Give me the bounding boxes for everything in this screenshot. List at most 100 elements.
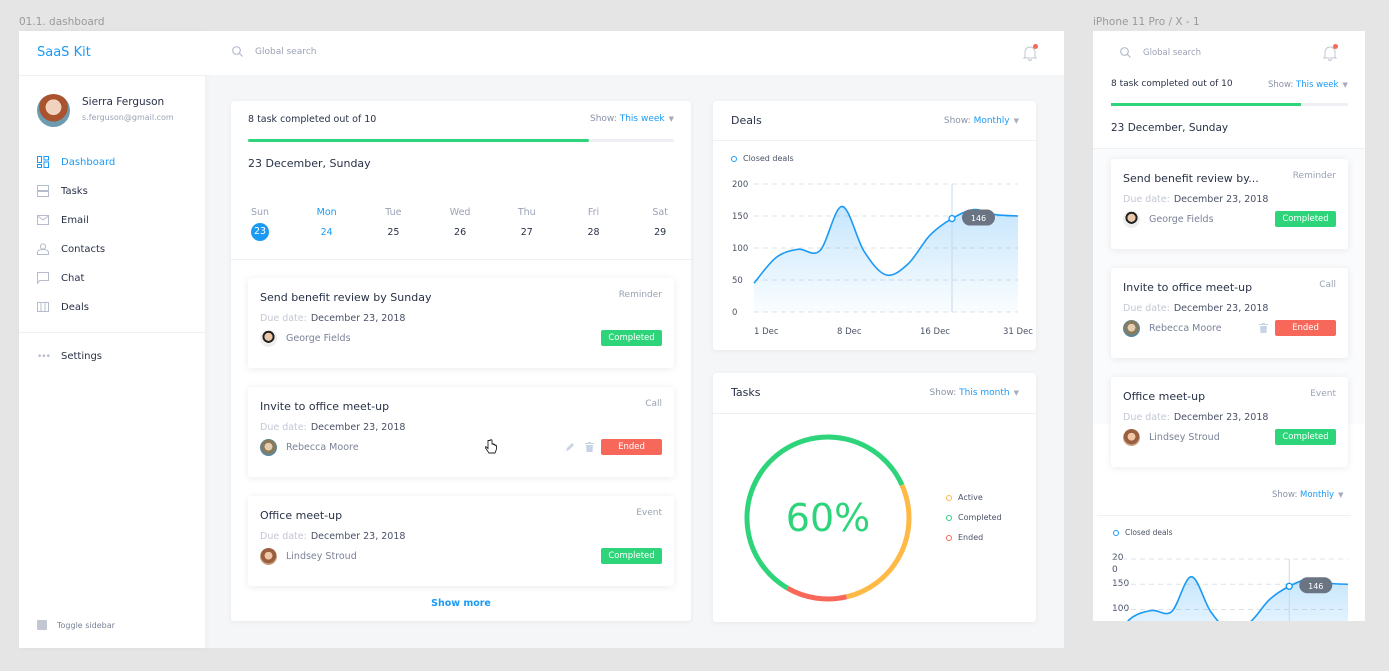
progress-text: 8 task completed out of 10 [248, 114, 377, 125]
legend-label: Closed deals [1125, 528, 1173, 537]
data-point[interactable] [1285, 582, 1293, 590]
legend-label: Closed deals [743, 154, 794, 163]
task-title: Send benefit review by... [1123, 172, 1259, 185]
sidebar: SaaS Kit Sierra Ferguson s.ferguson@gmai… [19, 31, 205, 648]
sidebar-item-chat[interactable]: Chat [37, 272, 84, 284]
due-label: Due date: [260, 313, 307, 324]
edit-icon[interactable] [565, 442, 575, 452]
divider [19, 75, 205, 76]
mobile-deals-filter[interactable]: Show: Monthly ▼ [1272, 490, 1343, 500]
task-title: Invite to office meet-up [1123, 281, 1253, 294]
show-value: This week [619, 114, 665, 124]
due-label: Due date: [260, 531, 307, 542]
assignee-name: George Fields [286, 333, 351, 344]
donut-slice-active[interactable] [845, 484, 912, 600]
search-input[interactable]: Global search [1143, 47, 1202, 58]
week-filter[interactable]: Show: This week ▼ [590, 114, 674, 124]
data-point[interactable] [948, 214, 956, 223]
delete-icon[interactable] [1259, 323, 1268, 333]
area-fill [1127, 576, 1348, 621]
assignee-avatar [1123, 429, 1140, 446]
tasks-chart-title: Tasks [731, 386, 761, 399]
sidebar-item-tasks[interactable]: Tasks [37, 185, 88, 197]
calendar-day[interactable]: 26 [454, 227, 467, 238]
task-type: Reminder [1292, 171, 1336, 181]
sidebar-item-deals[interactable]: Deals [37, 301, 89, 313]
mobile-deals-chart: 146 [1113, 558, 1349, 621]
task-type: Event [636, 508, 662, 518]
tasks-period-filter[interactable]: Show: This month ▼ [929, 388, 1019, 398]
sidebar-item-label: Contacts [61, 243, 106, 255]
show-value: This month [959, 388, 1010, 398]
task-card[interactable]: Invite to office meet-up Call Due date: Dec… [248, 387, 674, 477]
due-date: December 23, 2018 [1173, 194, 1269, 205]
task-card[interactable]: Office meet-up Event Due date: December 23,… [1111, 377, 1348, 467]
deals-period-filter[interactable]: Show: Monthly ▼ [944, 116, 1019, 126]
contacts-icon [37, 243, 49, 255]
weekday-label: Sun [250, 207, 270, 218]
tasks-donut-chart [744, 434, 912, 602]
calendar-day[interactable]: 28 [587, 227, 600, 238]
due-label: Due date: [260, 422, 307, 433]
task-type: Call [1319, 280, 1336, 290]
donut-slice-completed[interactable] [744, 434, 905, 591]
search-icon [232, 46, 243, 57]
divider [1097, 515, 1351, 516]
donut-center-label: 60% [785, 496, 871, 540]
x-tick-label: 16 Dec [920, 327, 950, 337]
status-badge: Completed [1275, 429, 1336, 445]
sidebar-item-contacts[interactable]: Contacts [37, 243, 105, 255]
donut-slice-ended[interactable] [786, 585, 848, 602]
task-card[interactable]: Invite to office meet-up Call Due date: Dec… [1111, 268, 1348, 358]
legend-label: Completed [958, 513, 1002, 522]
sidebar-item-dashboard[interactable]: Dashboard [37, 156, 115, 168]
weekday-label: Sat [652, 207, 668, 218]
legend-label: Active [958, 493, 983, 502]
legend-item-ended: Ended [946, 533, 983, 542]
due-date: December 23, 2018 [310, 313, 406, 324]
hand-cursor-icon [485, 439, 497, 454]
sidebar-item-email[interactable]: Email [37, 214, 89, 226]
task-type: Event [1310, 389, 1336, 399]
sidebar-item-label: Dashboard [61, 156, 116, 168]
task-due: Due date: December 23, 2018 [1123, 412, 1268, 423]
weekday-label: Fri [587, 207, 600, 218]
search-input[interactable]: Global search [255, 46, 317, 57]
brand-logo[interactable]: SaaS Kit [37, 45, 91, 60]
global-search[interactable]: Global search [232, 46, 316, 57]
calendar-day[interactable]: 24 [320, 227, 333, 238]
more-dots-icon: ••• [37, 351, 51, 362]
task-title: Office meet-up [1123, 390, 1206, 403]
task-card[interactable]: Send benefit review by... Reminder Due dat… [1111, 159, 1348, 249]
toggle-sidebar-button[interactable]: Toggle sidebar [37, 620, 115, 630]
assignee-name: Lindsey Stroud [1149, 432, 1220, 443]
mobile-legend-closed-deals: Closed deals [1113, 528, 1173, 537]
mobile-week-filter[interactable]: Show: This week ▼ [1268, 80, 1348, 90]
task-card[interactable]: Send benefit review by Sunday Reminder Due… [248, 278, 674, 368]
sidebar-item-settings[interactable]: ••• Settings [37, 351, 102, 362]
notifications-button[interactable] [1022, 44, 1038, 61]
mobile-notifications-button[interactable] [1322, 44, 1338, 61]
assignee-name: Rebecca Moore [1149, 323, 1222, 334]
x-tick-label: 8 Dec [837, 327, 862, 337]
task-type: Call [645, 399, 662, 409]
task-due: Due date: December 23, 2018 [1123, 303, 1268, 314]
calendar-day[interactable]: 25 [387, 227, 400, 238]
mobile-global-search[interactable]: Global search [1120, 47, 1201, 58]
show-more-link[interactable]: Show more [431, 598, 491, 609]
calendar-day[interactable]: 29 [654, 227, 667, 238]
mobile-current-date: 23 December, Sunday [1111, 122, 1229, 134]
legend-marker [1113, 529, 1119, 536]
current-date: 23 December, Sunday [248, 157, 371, 170]
status-badge: Completed [1275, 211, 1336, 227]
calendar-day[interactable]: 27 [520, 227, 533, 238]
calendar-day[interactable]: 23 [251, 223, 269, 241]
delete-icon[interactable] [585, 442, 594, 452]
search-icon [1120, 47, 1131, 58]
x-tick-label: 1 Dec [754, 327, 779, 337]
task-card[interactable]: Office meet-up Event Due date: December 23,… [248, 496, 674, 586]
desktop-frame-label: 01.1. dashboard [19, 16, 105, 28]
mobile-frame: Global search 8 task completed out of 10… [1093, 31, 1365, 621]
divider [19, 332, 205, 333]
user-avatar[interactable] [37, 94, 70, 127]
